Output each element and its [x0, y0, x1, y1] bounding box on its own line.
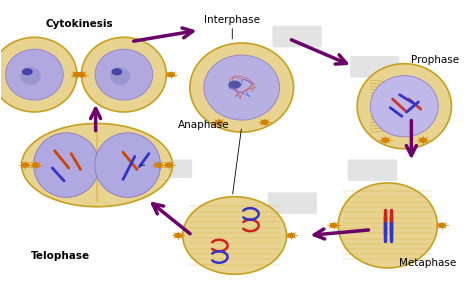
- Ellipse shape: [95, 49, 153, 100]
- Circle shape: [22, 163, 28, 167]
- Ellipse shape: [22, 124, 173, 207]
- Text: Anaphase: Anaphase: [178, 120, 230, 130]
- Ellipse shape: [357, 64, 451, 149]
- Circle shape: [155, 163, 162, 167]
- Circle shape: [288, 233, 294, 238]
- Ellipse shape: [338, 183, 438, 268]
- Circle shape: [32, 163, 39, 167]
- Circle shape: [261, 120, 268, 124]
- Circle shape: [112, 69, 121, 75]
- Ellipse shape: [95, 133, 161, 197]
- Ellipse shape: [82, 37, 166, 112]
- Ellipse shape: [190, 43, 293, 132]
- FancyBboxPatch shape: [348, 160, 397, 181]
- Ellipse shape: [370, 76, 438, 137]
- Circle shape: [330, 223, 337, 227]
- Circle shape: [165, 163, 172, 167]
- Ellipse shape: [6, 49, 63, 100]
- Ellipse shape: [34, 133, 99, 197]
- Ellipse shape: [0, 37, 77, 112]
- Text: Cytokinesis: Cytokinesis: [46, 19, 113, 29]
- Circle shape: [438, 223, 445, 227]
- Ellipse shape: [20, 67, 41, 85]
- FancyBboxPatch shape: [350, 56, 400, 77]
- Circle shape: [23, 69, 32, 75]
- Circle shape: [168, 72, 174, 77]
- Ellipse shape: [183, 197, 286, 274]
- Circle shape: [175, 233, 182, 238]
- Circle shape: [73, 72, 80, 77]
- FancyBboxPatch shape: [273, 26, 322, 47]
- Circle shape: [229, 81, 240, 88]
- Ellipse shape: [110, 67, 130, 85]
- FancyBboxPatch shape: [268, 192, 317, 214]
- Circle shape: [216, 120, 222, 124]
- Ellipse shape: [204, 55, 280, 120]
- Text: Prophase: Prophase: [411, 55, 459, 65]
- Text: Metaphase: Metaphase: [399, 258, 456, 268]
- Circle shape: [382, 138, 389, 142]
- FancyBboxPatch shape: [143, 160, 192, 178]
- Circle shape: [78, 72, 85, 77]
- Text: Interphase: Interphase: [204, 15, 260, 25]
- Circle shape: [420, 138, 427, 142]
- Text: Telophase: Telophase: [31, 251, 90, 261]
